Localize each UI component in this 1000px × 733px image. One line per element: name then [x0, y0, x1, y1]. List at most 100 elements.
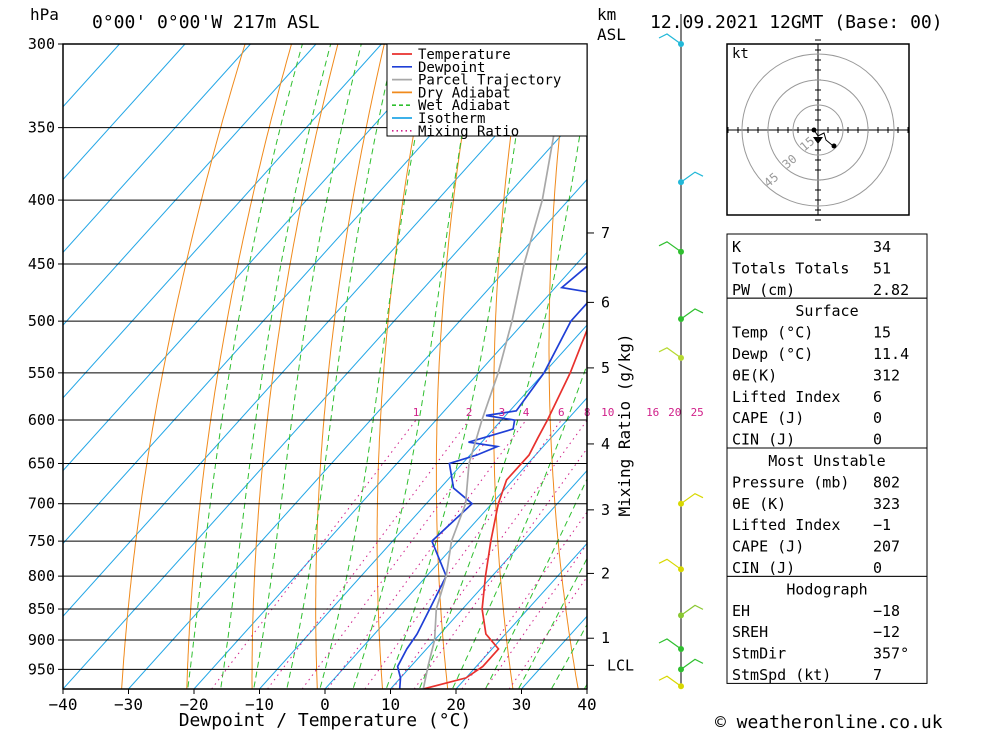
table-row-value: 6 [873, 388, 882, 406]
wind-barb [658, 241, 682, 253]
isotherm-line [193, 251, 587, 689]
table-row-label: Lifted Index [732, 388, 840, 406]
table-row-label: CIN (J) [732, 559, 795, 577]
table-row-value: 323 [873, 495, 900, 513]
hodograph_table-box [726, 575, 928, 684]
mixing-ratio-axis-label: Mixing Ratio (g/kg) [615, 333, 634, 516]
dry-adiabat-line [376, 44, 432, 689]
pressure-unit: hPa [30, 5, 59, 24]
table-row-value: 0 [873, 409, 882, 427]
mixing-ratio-label: 25 [691, 406, 704, 419]
pressure-tick-label: 950 [28, 660, 55, 678]
wet-adiabat-line [484, 477, 587, 689]
dry-adiabat-line [435, 44, 478, 689]
isotherm-line [324, 397, 587, 689]
mixing-ratio-label: 1 [413, 406, 420, 419]
mixing-ratio-label: 10 [601, 406, 614, 419]
wind-level-dot [678, 248, 684, 255]
axes: 3003504004505005506006507007508008509009… [28, 35, 634, 714]
wind-level-dot [678, 41, 684, 47]
mixing-ratio-line [364, 419, 562, 689]
wind-level-dot [678, 354, 684, 361]
table-row-label: θE (K) [732, 495, 786, 513]
table-row-value: −1 [873, 516, 891, 534]
table-row-label: Temp (°C) [732, 324, 813, 342]
mixing-ratio-line [461, 511, 587, 689]
isotherm-line [63, 44, 513, 545]
mixing-ratio-line [211, 419, 417, 689]
hodograph-point [811, 127, 817, 133]
surface-box [726, 297, 928, 449]
mixing-ratio-label: 4 [523, 406, 530, 419]
hodograph_table-title: Hodograph [786, 580, 867, 598]
plot-frame [62, 43, 588, 690]
table-row-value: 7 [873, 666, 882, 684]
table-row-value: 0 [873, 559, 882, 577]
table-row-value: 0 [873, 431, 882, 449]
storm-motion-marker [813, 137, 823, 144]
km-tick-label: 4 [601, 435, 610, 453]
pressure-tick-label: 350 [28, 119, 55, 137]
isotherm-line [63, 44, 448, 472]
pressure-tick-label: 300 [28, 35, 55, 53]
table-row-label: Totals Totals [732, 259, 849, 277]
legend-item-label: Temperature [418, 47, 511, 63]
wind-level-dot [678, 683, 684, 690]
wind-barb [658, 33, 682, 45]
sounding-series [396, 44, 587, 689]
dry-adiabat-line [988, 44, 1000, 689]
legend-item-label: Parcel Trajectory [418, 73, 561, 89]
wind-barb [658, 558, 682, 570]
copyright: © weatheronline.co.uk [715, 712, 943, 733]
temperature-tick-label: −20 [180, 695, 209, 714]
isotherm-line [128, 178, 587, 689]
dry-adiabat-line [186, 44, 292, 689]
hodograph-trace [813, 129, 833, 146]
dry-adiabat-line [315, 44, 385, 689]
wet-adiabat-line [319, 44, 434, 689]
km-label: km [597, 5, 616, 24]
km-tick-label: 6 [601, 293, 610, 311]
table-row-label: CIN (J) [732, 431, 795, 449]
dry-adiabat-line [121, 44, 246, 689]
table-row-label: Lifted Index [732, 516, 840, 534]
mixing-ratio-line [391, 419, 587, 689]
wet-adiabat-line [286, 44, 396, 689]
series-line-temperature [423, 327, 587, 689]
hodograph-ring [767, 79, 869, 181]
temperature-tick-label: −30 [114, 695, 143, 714]
pressure-tick-label: 600 [28, 411, 55, 429]
km-tick-label: 2 [601, 564, 610, 582]
pressure-tick-label: 400 [28, 191, 55, 209]
wind-level-dot [678, 646, 684, 653]
km-tick-label: 1 [601, 629, 610, 647]
table-row-value: 34 [873, 238, 891, 256]
temperature-tick-label: 30 [512, 695, 531, 714]
pressure-tick-label: 700 [28, 495, 55, 513]
pressure-tick-label: 550 [28, 364, 55, 382]
table-row-label: Pressure (mb) [732, 473, 849, 491]
wind-level-dot [678, 566, 684, 573]
pressure-tick-label: 450 [28, 255, 55, 273]
isotherm-line [63, 44, 120, 108]
legend-item-label: Wet Adiabat [418, 98, 511, 114]
wind-level-dot [678, 315, 684, 322]
most_unstable-title: Most Unstable [768, 452, 885, 470]
wind-level-dot [678, 179, 684, 186]
km-tick-label: 3 [601, 501, 610, 519]
legend-item-label: Dewpoint [418, 60, 485, 76]
legend-item-label: Dry Adiabat [418, 85, 511, 101]
table-row-label: EH [732, 602, 750, 620]
km-tick-label: 7 [601, 224, 610, 242]
mixing-ratio-label: 6 [558, 406, 565, 419]
series-line-parcel-trajectory [422, 44, 579, 689]
table-row-label: K [732, 238, 741, 256]
background-lines [63, 44, 1000, 689]
wind-barb [680, 171, 704, 183]
table-row-value: 357° [873, 645, 909, 663]
temperature-tick-label: 10 [381, 695, 400, 714]
table-row-label: θE(K) [732, 366, 777, 384]
x-axis-label: Dewpoint / Temperature (°C) [179, 710, 472, 731]
mixing-ratio-label: 2 [466, 406, 473, 419]
